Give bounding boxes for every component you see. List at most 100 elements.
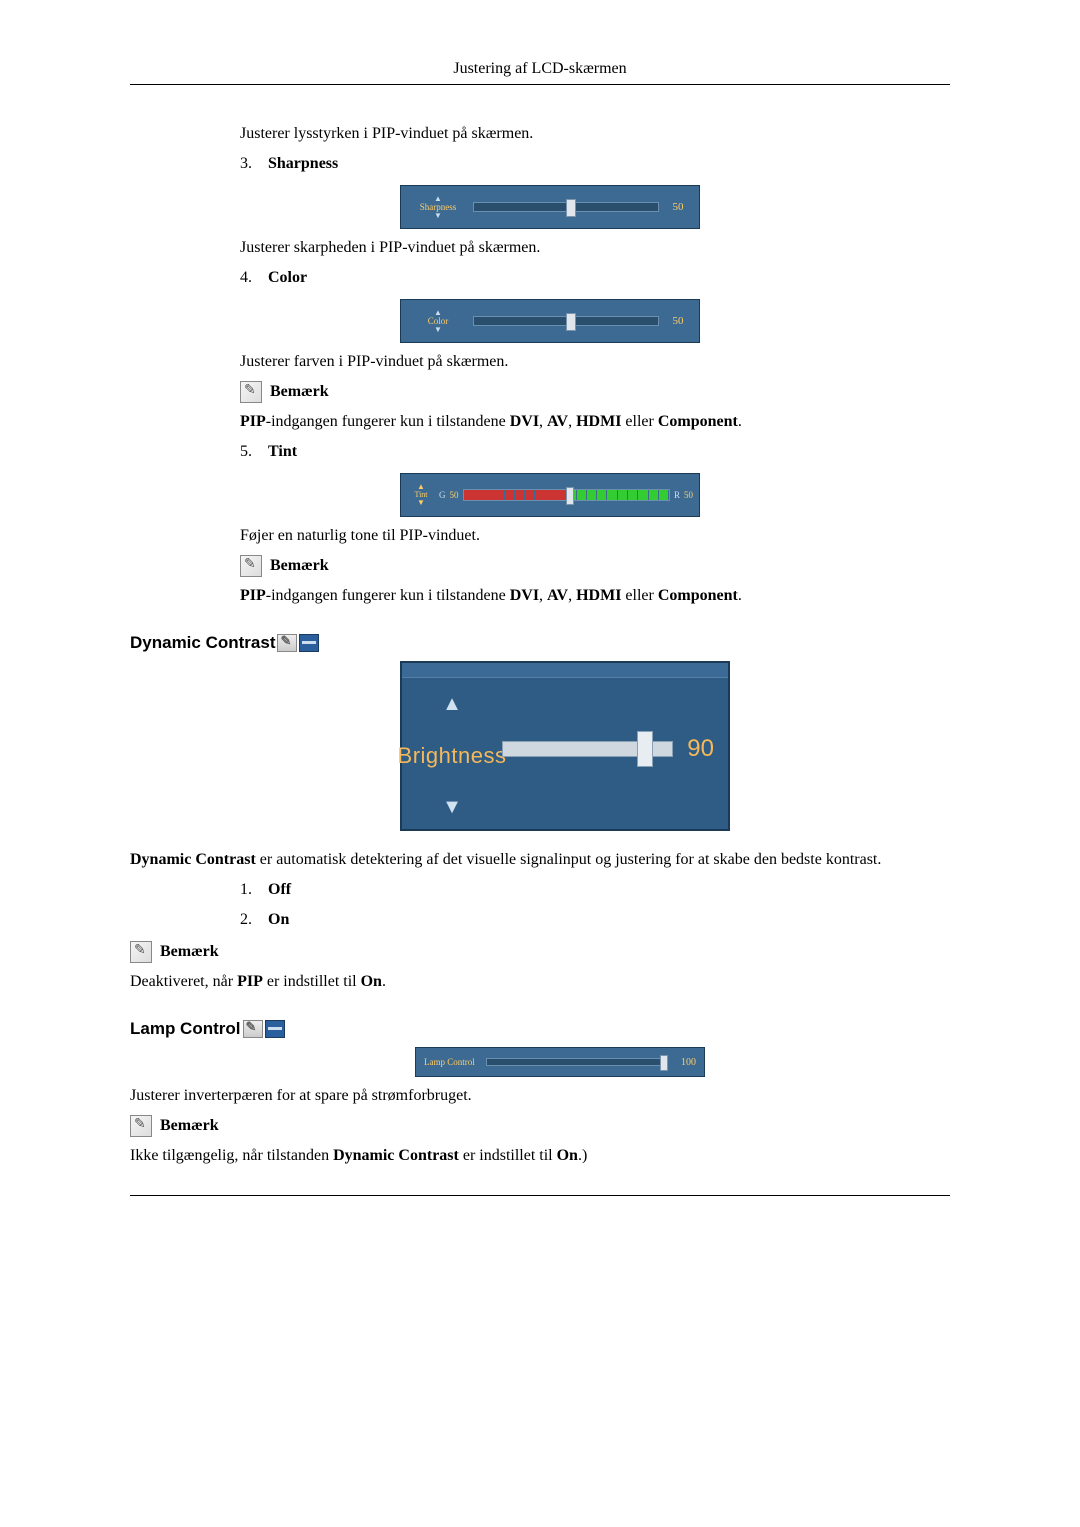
slider-track[interactable] xyxy=(473,316,659,326)
t: , xyxy=(568,413,576,430)
list-label: Tint xyxy=(268,443,297,461)
list-item-sharpness: 3. Sharpness xyxy=(240,155,950,173)
note-icon xyxy=(130,941,152,963)
t: AV xyxy=(547,413,568,430)
slider-thumb[interactable] xyxy=(660,1055,668,1071)
list-item-tint: 5. Tint xyxy=(240,443,950,461)
lamp-desc: Justerer inverterpæren for at spare på s… xyxy=(130,1087,950,1105)
button-icon xyxy=(265,1020,285,1038)
list-item-off: 1. Off xyxy=(240,881,950,899)
sharpness-slider-panel: ▲ Sharpness ▼ 50 xyxy=(400,185,700,229)
color-slider-panel: ▲ Color ▼ 50 xyxy=(400,299,700,343)
dynamic-desc: Dynamic Contrast er automatisk detekteri… xyxy=(130,851,950,869)
note-icon xyxy=(130,1115,152,1137)
arrow-down-icon: ▼ xyxy=(442,796,462,819)
t: PIP xyxy=(240,413,266,430)
t: On xyxy=(557,1147,578,1164)
note-label: Bemærk xyxy=(160,1117,219,1134)
t: Dynamic Contrast xyxy=(333,1147,459,1164)
slider-track[interactable] xyxy=(473,202,659,212)
t: er indstillet til xyxy=(263,973,361,990)
list-item-color: 4. Color xyxy=(240,269,950,287)
t: Ikke tilgængelig, når tilstanden xyxy=(130,1147,333,1164)
brightness-label: Brightness xyxy=(398,743,507,769)
slider-label-col: ▲ Tint ▼ xyxy=(407,483,435,507)
item5-desc: Føjer en naturlig tone til PIP-vinduet. xyxy=(240,527,950,545)
t: Component xyxy=(658,413,738,430)
page-header: Justering af LCD-skærmen xyxy=(130,60,950,85)
slider-track[interactable] xyxy=(486,1058,668,1066)
t: er automatisk detektering af det visuell… xyxy=(256,851,882,868)
tint-left-val: 50 xyxy=(450,490,459,500)
slider-thumb[interactable] xyxy=(566,487,574,505)
slider-value: 50 xyxy=(665,201,691,213)
t: Component xyxy=(658,587,738,604)
list-label: Sharpness xyxy=(268,155,338,173)
list-num: 4. xyxy=(240,269,268,287)
t: -indgangen fungerer kun i tilstandene xyxy=(266,587,510,604)
page: Justering af LCD-skærmen Justerer lyssty… xyxy=(0,0,1080,1236)
brightness-panel: ▲ Brightness ▼ 90 xyxy=(400,661,730,831)
t: er indstillet til xyxy=(459,1147,557,1164)
note-text: PIP-indgangen fungerer kun i tilstandene… xyxy=(240,413,950,431)
t: eller xyxy=(621,413,657,430)
arrow-down-icon: ▼ xyxy=(434,212,442,220)
remote-icon xyxy=(277,634,297,652)
content: Justerer lysstyrken i PIP-vinduet på skæ… xyxy=(240,125,950,1165)
list-label: Off xyxy=(268,881,291,899)
list-item-on: 2. On xyxy=(240,911,950,929)
t: , xyxy=(539,413,547,430)
tint-slider-panel: ▲ Tint ▼ G 50 R 50 xyxy=(400,473,700,517)
section-heading-lamp: Lamp Control xyxy=(130,1019,950,1039)
tint-left-side: G xyxy=(439,490,446,500)
t: , xyxy=(539,587,547,604)
t: Dynamic Contrast xyxy=(130,851,256,868)
t: HDMI xyxy=(576,587,621,604)
footer-divider xyxy=(130,1195,950,1196)
note-text: PIP-indgangen fungerer kun i tilstandene… xyxy=(240,587,950,605)
list-num: 1. xyxy=(240,881,268,899)
brightness-label-col: ▲ Brightness ▼ xyxy=(412,693,492,819)
arrow-down-icon: ▼ xyxy=(434,326,442,334)
section-heading-dynamic: Dynamic Contrast xyxy=(130,633,950,653)
t: AV xyxy=(547,587,568,604)
slider-value: 90 xyxy=(687,735,714,763)
t: .) xyxy=(578,1147,587,1164)
list-num: 5. xyxy=(240,443,268,461)
slider-label: Lamp Control xyxy=(424,1057,486,1067)
note-icon xyxy=(240,381,262,403)
slider-thumb[interactable] xyxy=(566,199,576,217)
note-row: Bemærk xyxy=(130,1115,950,1137)
slider-label-col: ▲ Color ▼ xyxy=(409,309,467,334)
t: DVI xyxy=(510,587,539,604)
heading-text: Lamp Control xyxy=(130,1019,241,1039)
item2-desc: Justerer lysstyrken i PIP-vinduet på skæ… xyxy=(240,125,950,143)
t: Deaktiveret, når xyxy=(130,973,237,990)
arrow-down-icon: ▼ xyxy=(417,499,425,507)
item3-desc: Justerer skarpheden i PIP-vinduet på skæ… xyxy=(240,239,950,257)
panel-top-bar xyxy=(402,663,728,678)
slider-value: 100 xyxy=(668,1057,696,1068)
t: . xyxy=(738,413,742,430)
t: , xyxy=(568,587,576,604)
note-row: Bemærk xyxy=(240,381,950,403)
slider-track[interactable] xyxy=(463,489,670,501)
t: . xyxy=(382,973,386,990)
list-num: 3. xyxy=(240,155,268,173)
t: On xyxy=(361,973,382,990)
note-text: Deaktiveret, når PIP er indstillet til O… xyxy=(130,973,950,991)
note-label: Bemærk xyxy=(160,943,219,960)
list-label: On xyxy=(268,911,289,929)
t: -indgangen fungerer kun i tilstandene xyxy=(266,413,510,430)
page-title: Justering af LCD-skærmen xyxy=(453,60,626,77)
note-label: Bemærk xyxy=(270,557,329,574)
slider-thumb[interactable] xyxy=(637,731,653,767)
t: DVI xyxy=(510,413,539,430)
slider-value: 50 xyxy=(665,315,691,327)
note-label: Bemærk xyxy=(270,383,329,400)
remote-icon xyxy=(243,1020,263,1038)
slider-label-col: ▲ Sharpness ▼ xyxy=(409,195,467,220)
slider-thumb[interactable] xyxy=(566,313,576,331)
heading-text: Dynamic Contrast xyxy=(130,633,275,653)
t: PIP xyxy=(240,587,266,604)
